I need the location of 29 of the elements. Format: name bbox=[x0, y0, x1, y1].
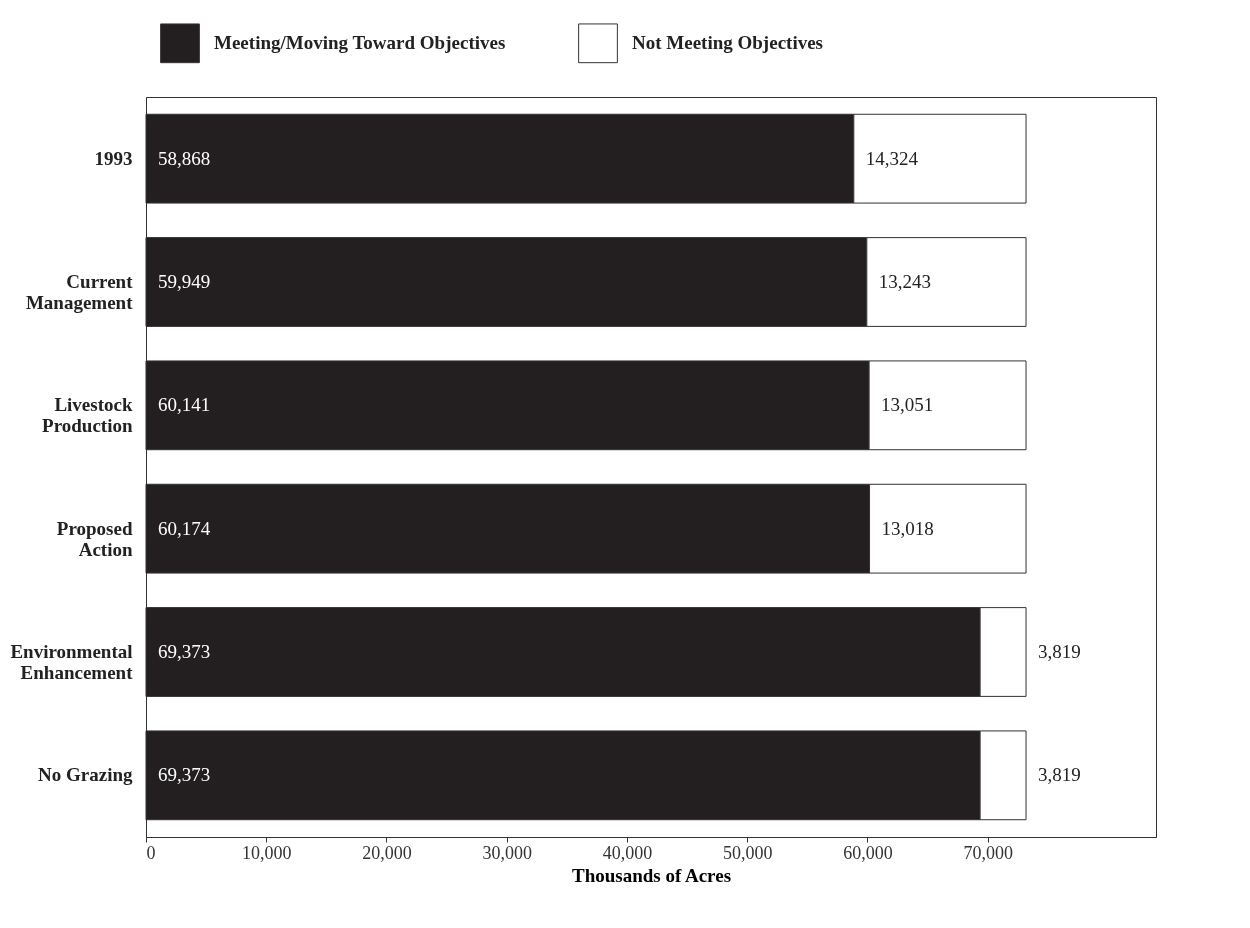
x-tick-label: 20,000 bbox=[362, 842, 412, 863]
data-label: 58,868 bbox=[158, 147, 211, 169]
data-label: 13,018 bbox=[881, 517, 934, 539]
data-label: 13,243 bbox=[878, 271, 932, 292]
data-label: 69,373 bbox=[158, 641, 211, 662]
x-tick-label: 60,000 bbox=[843, 842, 893, 863]
data-label: 69,373 bbox=[158, 764, 211, 786]
data-label: 14,324 bbox=[865, 147, 919, 169]
y-tick-label: Livestock Production bbox=[42, 394, 133, 437]
y-tick-label: Environmental Enhancement bbox=[10, 641, 134, 683]
y-tick-label: Current Management bbox=[25, 271, 134, 313]
y-tick-label: 1993 bbox=[94, 147, 133, 169]
data-label: 60,174 bbox=[158, 517, 211, 539]
data-label: 59,949 bbox=[158, 271, 211, 292]
y-tick-label: Proposed Action bbox=[56, 517, 133, 560]
x-tick-label: 40,000 bbox=[602, 842, 653, 863]
x-tick-label: 30,000 bbox=[482, 842, 532, 863]
y-tick-label: No Grazing bbox=[38, 764, 133, 786]
x-tick-label: 0 bbox=[146, 842, 156, 863]
x-tick-label: 50,000 bbox=[722, 842, 773, 863]
data-label: 3,819 bbox=[1038, 764, 1081, 786]
data-label: 3,819 bbox=[1038, 641, 1081, 662]
x-axis-title: Thousands of Acres bbox=[571, 864, 732, 886]
data-label: 13,051 bbox=[881, 394, 934, 416]
legend-label: Meeting/Moving Toward Objectives bbox=[214, 32, 506, 54]
x-tick-label: 10,000 bbox=[241, 842, 292, 863]
x-tick-label: 70,000 bbox=[963, 842, 1013, 863]
data-label: 60,141 bbox=[158, 394, 211, 416]
legend-label: Not Meeting Objectives bbox=[632, 32, 823, 54]
